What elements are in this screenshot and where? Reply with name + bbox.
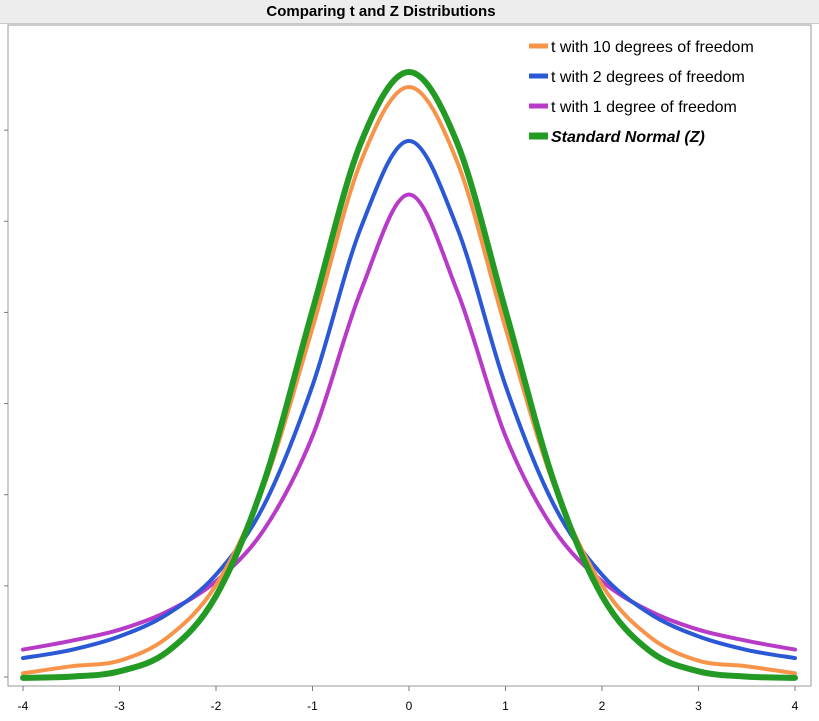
x-tick-label: 1 — [502, 699, 509, 713]
chart-title: Comparing t and Z Distributions — [266, 3, 496, 20]
x-tick-label: -2 — [211, 699, 222, 713]
series-line-2 — [21, 192, 797, 652]
x-tick-label: 2 — [599, 699, 606, 713]
chart-curves — [20, 69, 798, 681]
legend-label-1: t with 2 degrees of freedom — [551, 69, 745, 86]
x-tick-label: 3 — [695, 699, 702, 713]
x-tick-label: -4 — [18, 699, 29, 713]
x-tick-label: 0 — [406, 699, 413, 713]
series-line-3 — [20, 69, 798, 681]
title-bar — [0, 0, 819, 24]
x-tick-label: 4 — [792, 699, 799, 713]
legend-label-3: Standard Normal (Z) — [551, 129, 705, 146]
series-line-1 — [21, 138, 797, 661]
chart-axes: -4 -3 -2 -1 0 1 2 3 4 — [4, 24, 812, 713]
x-tick-label: -1 — [307, 699, 318, 713]
x-tick-label: -3 — [114, 699, 125, 713]
chart-legend: t with 10 degrees of freedom t with 2 deg… — [529, 39, 754, 146]
legend-label-0: t with 10 degrees of freedom — [551, 39, 754, 56]
plot-frame — [7, 24, 812, 687]
series-line-0 — [21, 84, 797, 676]
legend-label-2: t with 1 degree of freedom — [551, 99, 737, 116]
